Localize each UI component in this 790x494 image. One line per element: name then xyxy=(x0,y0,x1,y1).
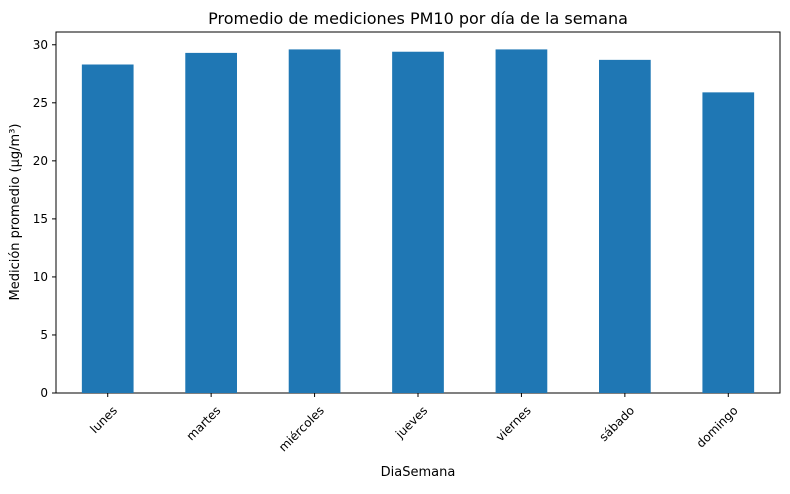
x-tick-label: sábado xyxy=(597,403,638,444)
x-axis-label: DiaSemana xyxy=(381,465,456,480)
x-tick-label: martes xyxy=(184,403,224,443)
y-axis: 0 5 10 15 20 25 30 xyxy=(33,38,56,400)
bar-sábado xyxy=(599,59,651,393)
y-tick-label: 25 xyxy=(33,96,48,110)
y-tick-label: 20 xyxy=(33,154,48,168)
plot-area: 0 5 10 15 20 25 30 lunes martes miércoles jueves v… xyxy=(33,31,781,454)
x-tick-label: lunes xyxy=(87,403,120,436)
x-tick-label: jueves xyxy=(392,403,430,441)
bar-miércoles xyxy=(288,49,341,394)
y-tick-label: 5 xyxy=(40,328,48,342)
x-tick-label: viernes xyxy=(493,403,534,444)
bar-jueves xyxy=(392,51,444,393)
chart-title: Promedio de mediciones PM10 por día de l… xyxy=(208,9,628,28)
bar-martes xyxy=(185,52,237,393)
y-tick-label: 0 xyxy=(40,386,48,400)
bar-lunes xyxy=(81,64,134,393)
y-tick-label: 10 xyxy=(33,270,48,284)
x-axis: lunes martes miércoles jueves viernes sábado d… xyxy=(87,393,741,454)
bar-domingo xyxy=(702,92,755,393)
bar-viernes xyxy=(495,49,548,394)
x-tick-label: domingo xyxy=(694,403,741,450)
y-tick-label: 15 xyxy=(33,212,48,226)
bars-group xyxy=(81,49,755,394)
x-tick-label: miércoles xyxy=(276,403,327,454)
y-tick-label: 30 xyxy=(33,38,48,52)
y-axis-label: Medición promedio (µg/m³) xyxy=(8,124,23,301)
